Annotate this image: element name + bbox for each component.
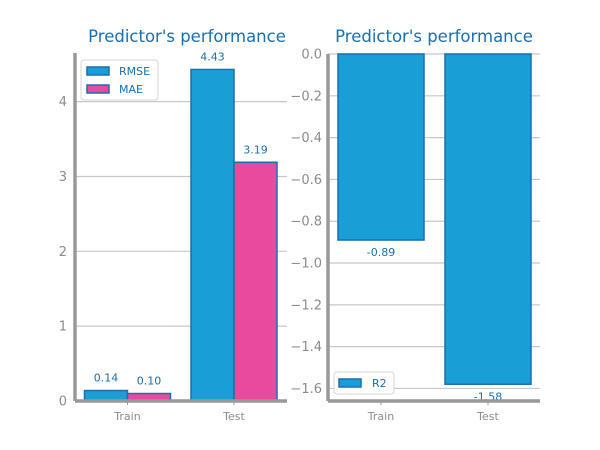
chart2-ytick-label: −0.4 bbox=[290, 131, 322, 146]
chart1-bar-mae-test bbox=[233, 161, 278, 402]
chart2-xtick-label: Train bbox=[367, 410, 394, 423]
chart2-legend-swatch bbox=[338, 378, 362, 388]
chart2-ytick-label: −1.4 bbox=[290, 340, 322, 355]
chart2-ytick-label: −0.6 bbox=[290, 173, 322, 188]
chart2-data-label: -0.89 bbox=[367, 246, 395, 259]
chart1-ytick-label: 4 bbox=[59, 95, 67, 110]
chart1-ytick-label: 2 bbox=[59, 245, 67, 260]
chart1-bar-rmse-test bbox=[190, 68, 235, 402]
chart2-ytick-label: −1.6 bbox=[290, 382, 322, 397]
chart1-legend-label: RMSE bbox=[119, 65, 150, 78]
chart2-ytick-label: −0.8 bbox=[290, 215, 322, 230]
chart1-title: Predictor's performance bbox=[88, 27, 286, 46]
chart1-data-label: 0.10 bbox=[137, 375, 162, 388]
chart1-xtick-label: Train bbox=[113, 410, 140, 423]
chart2-legend-label: R2 bbox=[372, 377, 387, 390]
chart2-ytick-label: −1.0 bbox=[290, 257, 322, 272]
chart2-ytick-label: −1.2 bbox=[290, 298, 322, 313]
chart2-xtick-label: Test bbox=[476, 410, 499, 423]
chart1-legend-swatch bbox=[86, 84, 110, 94]
chart2-bar-r2-test bbox=[444, 53, 532, 386]
chart1-legend-swatch bbox=[86, 66, 110, 76]
chart2-ytick-label: −0.2 bbox=[290, 89, 322, 104]
chart2-legend-box bbox=[333, 371, 395, 395]
chart1-data-label: 0.14 bbox=[94, 372, 119, 385]
chart1-data-label: 3.19 bbox=[243, 143, 268, 156]
chart2-title: Predictor's performance bbox=[335, 27, 533, 46]
chart1-legend-label: MAE bbox=[119, 83, 143, 96]
chart2-ytick-label: 0.0 bbox=[301, 48, 322, 63]
chart1-xtick-label: Test bbox=[222, 410, 245, 423]
chart1-data-label: 4.43 bbox=[200, 50, 225, 63]
chart2-bar-r2-train bbox=[337, 53, 425, 241]
chart1-ytick-label: 0 bbox=[59, 395, 67, 410]
chart1-ytick-label: 3 bbox=[59, 170, 67, 185]
chart1-ytick-label: 1 bbox=[59, 320, 67, 335]
